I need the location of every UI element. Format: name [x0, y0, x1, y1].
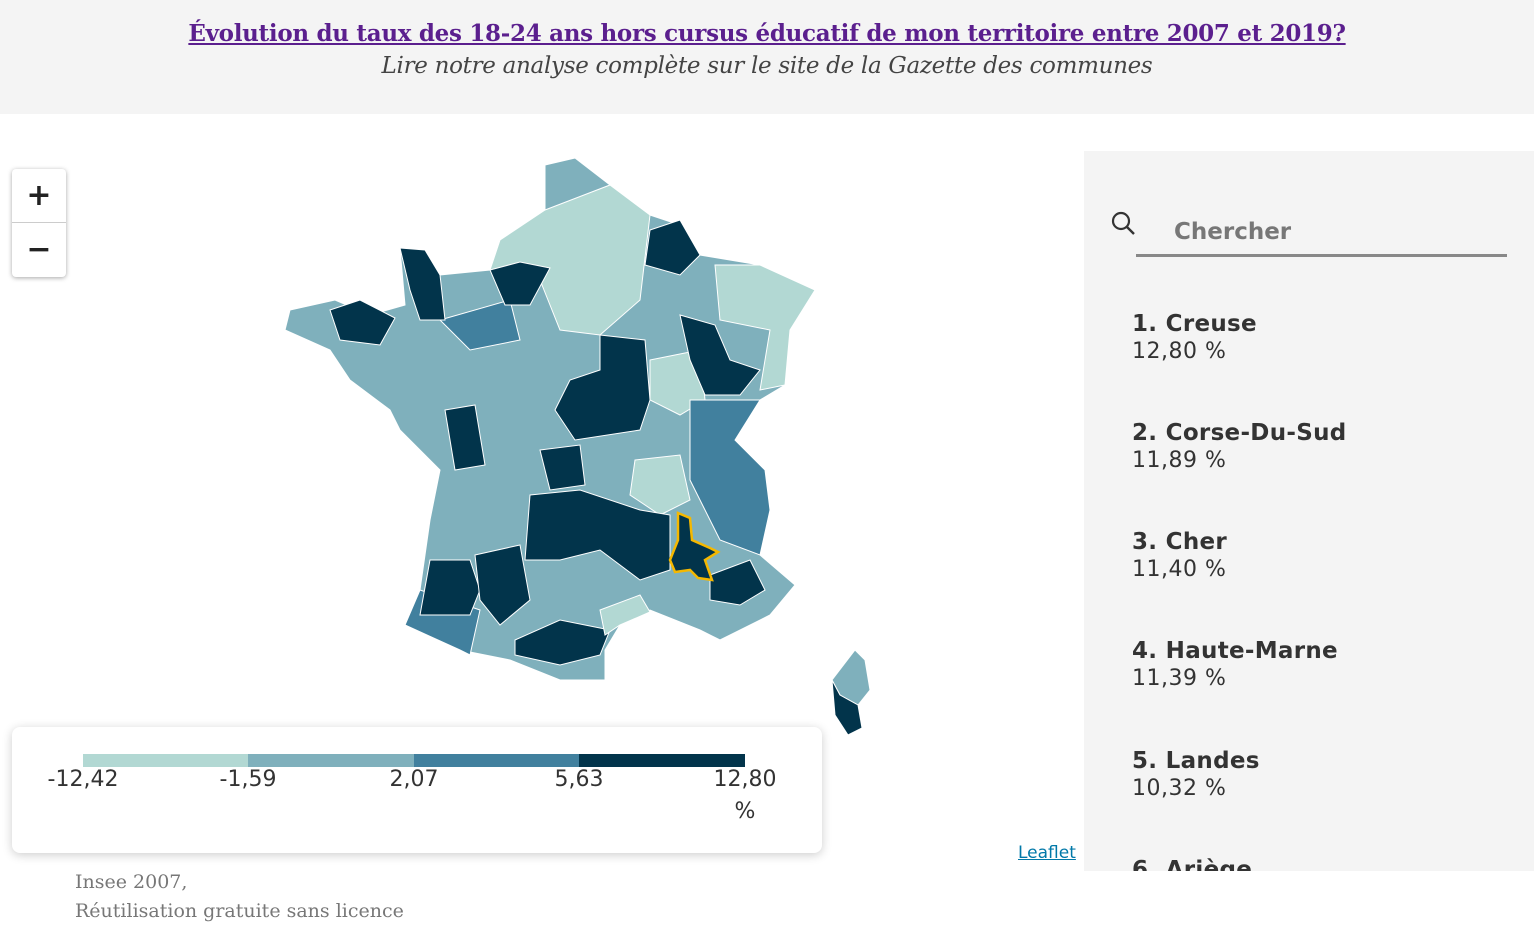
zoom-in-button[interactable]: +	[12, 169, 66, 223]
legend-tick: -1,59	[219, 767, 277, 792]
item-name: 5. Landes	[1132, 748, 1260, 774]
search-box	[1110, 209, 1508, 259]
region-dark-var[interactable]	[709, 559, 766, 606]
region-light-east[interactable]	[714, 264, 816, 391]
item-name: 6. Ariège	[1132, 857, 1253, 871]
list-item[interactable]: 4. Haute-Marne 11,39 %	[1132, 638, 1338, 691]
search-input[interactable]	[1136, 209, 1507, 257]
item-name: 4. Haute-Marne	[1132, 638, 1338, 664]
legend-bin-2	[248, 754, 414, 767]
search-icon	[1111, 211, 1135, 235]
item-value: 10,32 %	[1132, 776, 1227, 801]
region-dark-brittany[interactable]	[329, 299, 396, 346]
zoom-control: + −	[12, 169, 66, 277]
item-value: 11,40 %	[1132, 557, 1227, 582]
item-value: 12,80 %	[1132, 339, 1227, 364]
title-link[interactable]: Évolution du taux des 18-24 ans hors cur…	[188, 20, 1346, 47]
legend-unit: %	[734, 799, 756, 824]
list-item[interactable]: 1. Creuse 12,80 %	[1132, 311, 1257, 364]
region-dark-eure[interactable]	[489, 261, 551, 306]
subtitle: Lire notre analyse complète sur le site …	[381, 53, 1153, 79]
legend-tick: 5,63	[554, 767, 604, 792]
legend-tick: -12,42	[47, 767, 119, 792]
region-dark-normandy[interactable]	[399, 247, 446, 321]
item-name: 1. Creuse	[1132, 311, 1257, 337]
corsica-south[interactable]	[831, 679, 863, 736]
item-value: 11,89 %	[1132, 448, 1227, 473]
choropleth-map[interactable]	[0, 114, 1080, 754]
legend-tick: 2,07	[389, 767, 439, 792]
region-dark-center[interactable]	[554, 334, 651, 441]
region-mid-west[interactable]	[439, 299, 521, 351]
region-dark-ariege[interactable]	[514, 619, 611, 666]
region-dark-ardennes[interactable]	[644, 219, 701, 276]
region-light-herault[interactable]	[599, 594, 651, 636]
item-name: 2. Corse-Du-Sud	[1132, 420, 1347, 446]
list-item[interactable]: 5. Landes 10,32 %	[1132, 748, 1260, 801]
source-line: Insee 2007,	[75, 871, 188, 893]
header: Évolution du taux des 18-24 ans hors cur…	[0, 0, 1534, 114]
zoom-out-button[interactable]: −	[26, 232, 52, 267]
item-name: 3. Cher	[1132, 529, 1228, 555]
legend-bin-3	[414, 754, 580, 767]
region-light-north[interactable]	[489, 184, 651, 336]
list-item[interactable]: 6. Ariège	[1132, 857, 1252, 871]
region-dark-indre[interactable]	[444, 404, 486, 471]
legend-tick: 12,80	[713, 767, 777, 792]
legend-bin-4	[579, 754, 745, 767]
item-value: 11,39 %	[1132, 666, 1227, 691]
region-dark-landes[interactable]	[419, 559, 481, 616]
legend-bin-1	[83, 754, 249, 767]
region-light-auvergne[interactable]	[629, 454, 691, 516]
region-dark-gers[interactable]	[474, 544, 531, 626]
highlighted-department[interactable]	[668, 511, 721, 582]
leaflet-attribution-link[interactable]: Leaflet	[1018, 843, 1076, 863]
region-dark-south-center[interactable]	[524, 489, 671, 581]
region-dark-hautemarne[interactable]	[679, 314, 761, 396]
list-item[interactable]: 2. Corse-Du-Sud 11,89 %	[1132, 420, 1347, 473]
list-item[interactable]: 3. Cher 11,40 %	[1132, 529, 1227, 582]
region-mid-southeast[interactable]	[689, 399, 771, 556]
legend: -12,42 -1,59 2,07 5,63 12,80 %	[12, 727, 822, 853]
region-dark-creuse[interactable]	[539, 444, 586, 491]
source-note: Insee 2007, Réutilisation gratuite sans …	[75, 868, 404, 926]
source-line: Réutilisation gratuite sans licence	[75, 900, 404, 922]
